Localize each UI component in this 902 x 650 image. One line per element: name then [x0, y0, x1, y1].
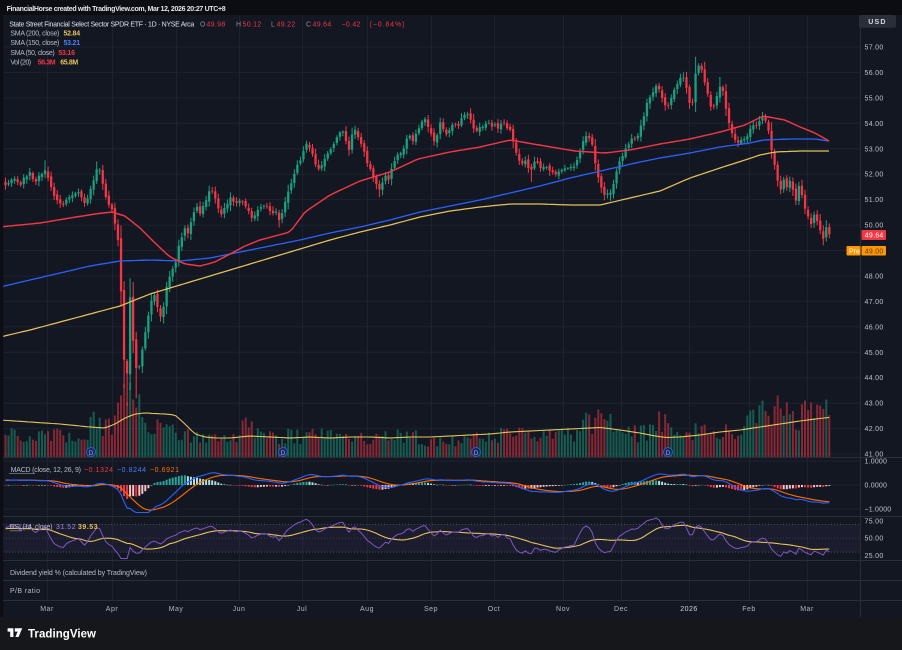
svg-text:SMA (200, close): SMA (200, close) [10, 30, 59, 37]
svg-text:Dec: Dec [614, 606, 628, 613]
svg-text:47.00: 47.00 [865, 299, 884, 306]
svg-text:49.64: 49.64 [313, 22, 332, 29]
svg-text:H: H [236, 22, 241, 29]
svg-text:−0.42: −0.42 [342, 22, 361, 29]
svg-text:Mar: Mar [40, 606, 54, 613]
svg-text:Feb: Feb [742, 606, 756, 613]
svg-text:50.00: 50.00 [865, 536, 884, 543]
svg-text:31.52: 31.52 [56, 524, 76, 531]
svg-text:L: L [271, 22, 275, 29]
svg-text:D: D [89, 450, 94, 457]
svg-text:49.98: 49.98 [207, 22, 226, 29]
svg-text:55.00: 55.00 [865, 95, 884, 102]
svg-text:D: D [281, 450, 286, 457]
svg-text:39.53: 39.53 [78, 524, 98, 531]
svg-text:41.00: 41.00 [865, 452, 884, 459]
svg-text:2026: 2026 [680, 606, 698, 613]
svg-text:56.3M: 56.3M [38, 60, 56, 67]
svg-text:MACD (close, 12, 26, 9): MACD (close, 12, 26, 9) [11, 467, 81, 474]
svg-text:Nov: Nov [556, 606, 570, 613]
svg-text:1.0000: 1.0000 [865, 459, 888, 466]
svg-text:TradingView: TradingView [28, 629, 96, 641]
svg-text:44.00: 44.00 [865, 375, 884, 382]
svg-text:Sep: Sep [424, 606, 438, 613]
svg-text:O: O [200, 22, 206, 29]
svg-text:−0.8244: −0.8244 [117, 467, 147, 474]
svg-text:53.21: 53.21 [64, 40, 81, 47]
svg-text:45.00: 45.00 [865, 350, 884, 357]
svg-text:75.00: 75.00 [865, 518, 884, 525]
svg-text:52.84: 52.84 [64, 30, 81, 37]
svg-text:C: C [306, 22, 311, 29]
svg-text:49.22: 49.22 [277, 22, 296, 29]
svg-text:Aug: Aug [360, 606, 374, 613]
svg-text:54.00: 54.00 [865, 121, 884, 128]
svg-text:Oct: Oct [488, 606, 500, 613]
svg-text:Vol (20): Vol (20) [10, 60, 30, 67]
svg-text:Jun: Jun [233, 606, 246, 613]
svg-text:USD: USD [868, 19, 886, 26]
svg-text:50.00: 50.00 [865, 223, 884, 230]
svg-text:65.8M: 65.8M [60, 60, 78, 67]
svg-text:56.00: 56.00 [865, 70, 884, 77]
svg-text:−0.6921: −0.6921 [150, 467, 180, 474]
svg-text:46.00: 46.00 [865, 324, 884, 331]
svg-text:D: D [666, 450, 671, 457]
svg-text:−1.0000: −1.0000 [865, 507, 892, 514]
svg-text:May: May [169, 606, 184, 613]
svg-text:RSI (14, close): RSI (14, close) [10, 524, 52, 531]
svg-text:51.00: 51.00 [865, 197, 884, 204]
svg-text:0.0000: 0.0000 [865, 483, 888, 490]
svg-text:Dividend yield % (calculated b: Dividend yield % (calculated by TradingV… [10, 570, 147, 577]
svg-text:53.16: 53.16 [58, 50, 75, 57]
svg-text:53.00: 53.00 [865, 146, 884, 153]
svg-text:Pre: Pre [849, 248, 860, 255]
svg-text:49.00: 49.00 [865, 248, 884, 255]
svg-text:Jul: Jul [297, 606, 307, 613]
svg-text:D: D [474, 450, 479, 457]
svg-text:57.00: 57.00 [865, 45, 884, 52]
svg-text:FinancialHorse created with Tr: FinancialHorse created with TradingView.… [7, 6, 226, 13]
svg-text:48.00: 48.00 [865, 274, 884, 281]
svg-text:Apr: Apr [106, 606, 119, 613]
svg-text:−0.1324: −0.1324 [84, 467, 114, 474]
svg-text:50.12: 50.12 [243, 22, 262, 29]
svg-text:Mar: Mar [800, 606, 814, 613]
svg-text:52.00: 52.00 [865, 172, 884, 179]
svg-text:49.64: 49.64 [865, 233, 884, 240]
svg-text:25.00: 25.00 [865, 553, 884, 560]
svg-text:State Street Financial Select: State Street Financial Select Sector SPD… [9, 22, 194, 29]
svg-text:(−0.84%): (−0.84%) [370, 22, 406, 29]
svg-text:43.00: 43.00 [865, 401, 884, 408]
svg-text:SMA (50, close): SMA (50, close) [10, 50, 54, 57]
svg-text:SMA (150, close): SMA (150, close) [10, 40, 59, 47]
svg-text:P/B ratio: P/B ratio [10, 588, 40, 595]
svg-text:42.00: 42.00 [865, 426, 884, 433]
